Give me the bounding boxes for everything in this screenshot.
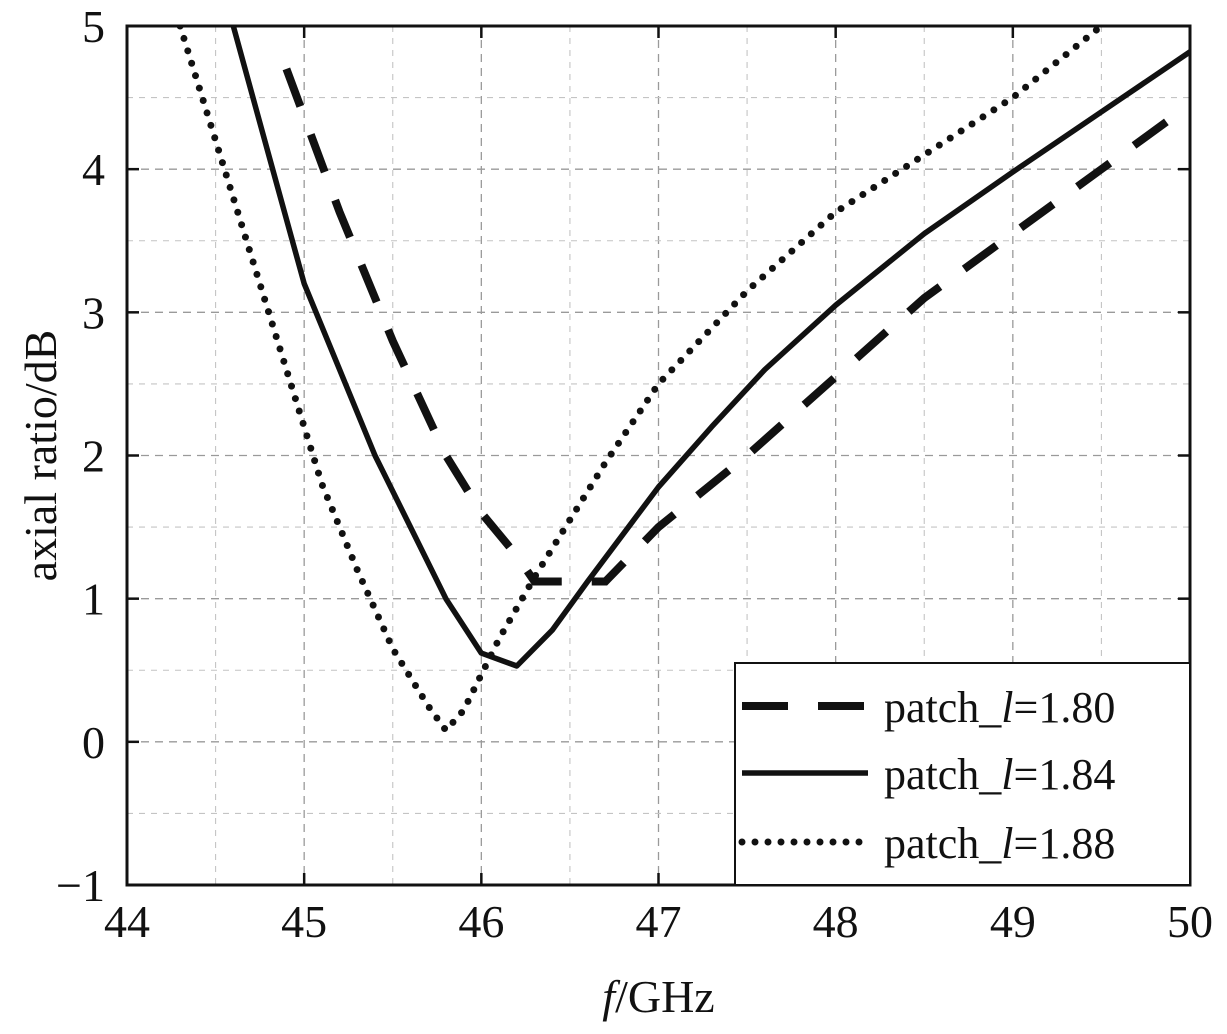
series-line-dashed bbox=[282, 67, 1190, 586]
legend-label-value: =1.84 bbox=[1014, 750, 1116, 799]
x-tick-label: 45 bbox=[281, 896, 327, 947]
y-tick-label: 5 bbox=[82, 1, 105, 52]
x-tick-label: 44 bbox=[104, 896, 150, 947]
x-tick-label: 48 bbox=[813, 896, 859, 947]
y-tick-label: 1 bbox=[82, 574, 105, 625]
legend: patch_l=1.80 patch_l=1.84 patch_l=1.88 bbox=[734, 662, 1191, 886]
y-tick-label: −1 bbox=[56, 860, 105, 911]
series-line-solid bbox=[230, 26, 1190, 669]
y-tick-label: 2 bbox=[82, 431, 105, 482]
legend-label-1-88: patch_l=1.88 bbox=[884, 819, 1115, 868]
y-tick-label: 4 bbox=[82, 144, 105, 195]
series-layer bbox=[176, 26, 1190, 736]
y-axis-title: axial ratio/dB bbox=[15, 330, 66, 582]
x-tick-label: 49 bbox=[990, 896, 1036, 947]
legend-label-value: =1.80 bbox=[1014, 683, 1116, 732]
legend-label-1-84: patch_l=1.84 bbox=[884, 750, 1115, 799]
y-tick-label: 3 bbox=[82, 287, 105, 338]
x-axis-title-unit: /GHz bbox=[615, 971, 715, 1022]
legend-label-value: =1.88 bbox=[1014, 819, 1116, 868]
legend-label-variable: l bbox=[1001, 750, 1013, 799]
legend-label-prefix: patch_ bbox=[884, 750, 1002, 799]
x-tick-label: 47 bbox=[636, 896, 682, 947]
x-tick-label: 50 bbox=[1167, 896, 1213, 947]
x-axis-title: f/GHz bbox=[602, 971, 714, 1022]
x-tick-label: 46 bbox=[458, 896, 504, 947]
series-line-dotted bbox=[176, 26, 1105, 736]
legend-label-variable: l bbox=[1001, 819, 1013, 868]
legend-label-variable: l bbox=[1001, 683, 1013, 732]
y-tick-label: 0 bbox=[82, 717, 105, 768]
legend-label-prefix: patch_ bbox=[884, 819, 1002, 868]
legend-label-prefix: patch_ bbox=[884, 683, 1002, 732]
legend-label-1-80: patch_l=1.80 bbox=[884, 683, 1115, 732]
